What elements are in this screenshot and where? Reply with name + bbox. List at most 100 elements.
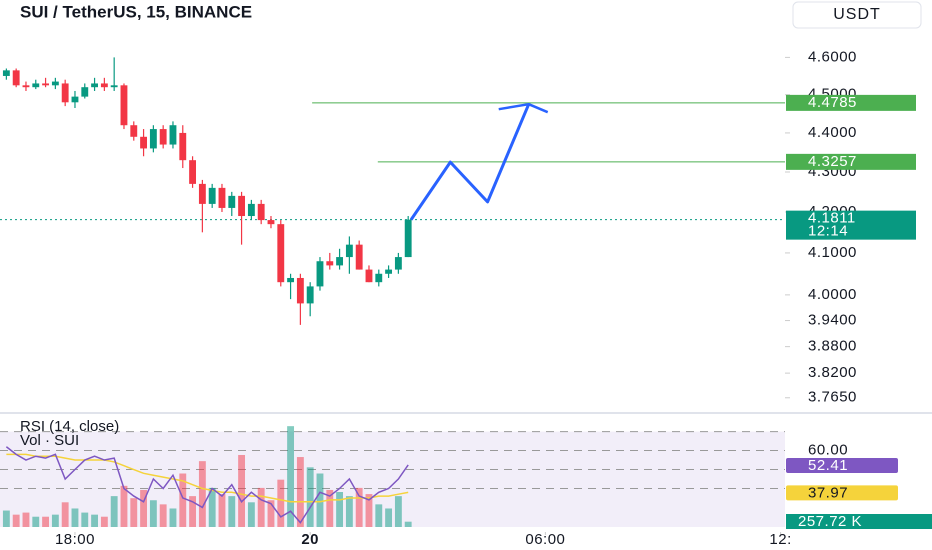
volume-bar: [306, 467, 314, 527]
candle-body: [12, 70, 20, 86]
volume-bar: [287, 426, 295, 527]
candle-body: [2, 70, 10, 76]
candle-body: [100, 83, 108, 88]
rsi-value-label: 52.41: [808, 457, 848, 474]
projection-arrowhead: [498, 102, 549, 114]
volume-bar: [238, 454, 246, 527]
volume-bar: [355, 487, 363, 527]
candle-body: [110, 85, 118, 88]
candle-body: [51, 81, 59, 86]
candle-body: [228, 195, 236, 208]
candle-body: [140, 136, 148, 149]
candle-body: [306, 286, 314, 304]
volume-bar: [365, 494, 373, 527]
currency[interactable]: USDT: [833, 6, 881, 23]
level-label-bg: [786, 153, 916, 170]
candle-body: [120, 85, 128, 126]
volume-bar: [71, 508, 79, 527]
y-tick-label: 4.1000: [808, 244, 857, 261]
last-price-label-bg: [786, 210, 916, 240]
candle-body: [149, 129, 157, 149]
candle-body: [267, 220, 275, 225]
candle-body: [404, 219, 412, 258]
volume-bar: [375, 504, 383, 527]
volume-bar: [140, 489, 148, 527]
candle-body: [365, 269, 373, 283]
candle-body: [277, 224, 285, 283]
x-tick-label: 06:00: [525, 531, 565, 548]
rsi-ma-value-label: 37.97: [808, 484, 848, 501]
volume-bar: [267, 500, 275, 527]
projection-line: [409, 103, 531, 221]
level-label: 4.4785: [808, 94, 857, 111]
candle-body: [394, 257, 402, 270]
volume-bar: [100, 516, 108, 527]
candle-body: [385, 269, 393, 274]
volume-bar: [394, 496, 402, 527]
x-tick-label: 18:00: [55, 531, 95, 548]
candle-body: [42, 83, 50, 86]
volume-bar: [247, 502, 255, 527]
x-tick-label: 12:: [769, 531, 791, 548]
candle-body: [130, 125, 138, 137]
candle-body: [71, 96, 79, 103]
volume-bar: [32, 516, 40, 527]
level-label-bg: [786, 94, 916, 111]
volume-bar: [51, 514, 59, 527]
candle-body: [208, 187, 216, 204]
volume-bar: [159, 504, 167, 527]
rsi-ma-line: [6, 453, 409, 503]
volume-bar: [42, 516, 50, 527]
volume-bar: [336, 492, 344, 527]
volume-bar: [130, 498, 138, 527]
volume-bar: [296, 457, 304, 527]
volume-bar: [404, 521, 412, 527]
y-tick-label: 3.8800: [808, 338, 857, 355]
volume-value-label: 257.72 K: [798, 513, 862, 530]
rsi-band: [0, 431, 785, 527]
volume-bar: [385, 508, 393, 527]
volume-bar: [326, 489, 334, 527]
candle-body: [189, 160, 197, 184]
volume-bar: [198, 461, 206, 527]
candle-body: [257, 203, 265, 221]
volume-bar: [277, 479, 285, 527]
candle-body: [81, 87, 89, 97]
volume-bar: [169, 508, 177, 527]
y-tick-label: 3.7650: [808, 389, 857, 406]
last-price-label: 4.1811: [808, 210, 856, 227]
rsi-tick-label: 60.00: [808, 442, 848, 459]
candle-body: [287, 277, 295, 283]
volume-bar: [149, 500, 157, 527]
volume-bar: [257, 487, 265, 527]
y-tick-label: 4.0000: [808, 286, 857, 303]
y-tick-label: 3.8200: [808, 364, 857, 381]
volume-bar: [228, 496, 236, 527]
currency-button[interactable]: [792, 1, 922, 29]
volume-bar: [120, 485, 128, 527]
y-tick-label: 4.6000: [808, 48, 857, 65]
x-tick-label: 20: [301, 531, 319, 548]
countdown: 12:14: [808, 223, 848, 240]
candle-body: [159, 129, 167, 145]
candle-body: [247, 203, 255, 217]
volume-bar: [2, 510, 10, 527]
volume-bar: [110, 496, 118, 527]
candle-body: [345, 244, 353, 258]
candle-body: [316, 261, 324, 287]
rsi-title: RSI (14, close): [20, 418, 119, 435]
level-label: 4.3257: [808, 153, 857, 170]
candle-body: [169, 125, 177, 145]
rsi-line: [5, 446, 409, 524]
candle-body: [218, 187, 226, 208]
y-tick-label: 3.9400: [808, 312, 857, 329]
candle-body: [355, 244, 363, 270]
marks: 4.60004.50004.40004.30004.20004.10004.00…: [0, 48, 932, 548]
volume-bar: [189, 496, 197, 527]
candle-body: [61, 83, 69, 103]
volume-value-bg: [786, 514, 932, 529]
rsi-ma-value-bg: [786, 485, 898, 501]
candle-body: [198, 183, 206, 204]
volume-bar: [218, 494, 226, 527]
